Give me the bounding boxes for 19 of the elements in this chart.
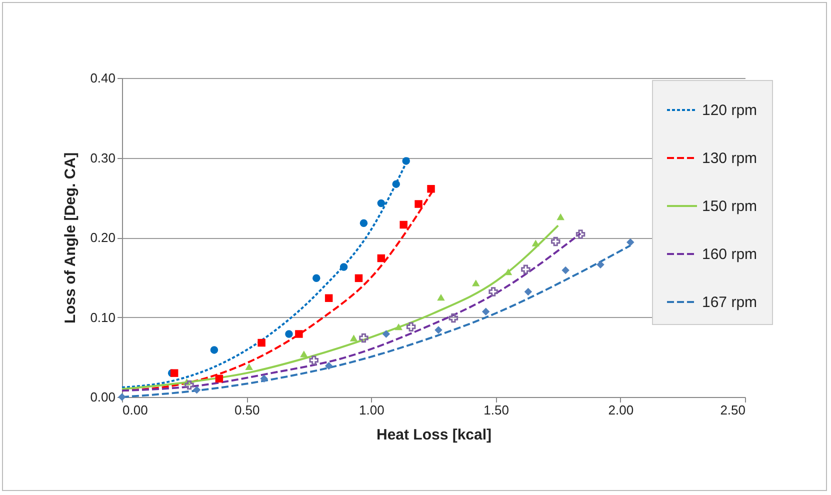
x-tick-label: 2.00 bbox=[608, 402, 634, 418]
line-series bbox=[121, 156, 410, 388]
y-tick-label: 0.10 bbox=[90, 310, 116, 325]
x-axis-title: Heat Loss [kcal] bbox=[376, 426, 492, 444]
legend-label: 160 rpm bbox=[702, 246, 758, 263]
legend-label: 130 rpm bbox=[702, 150, 758, 167]
x-tick-label: 2.50 bbox=[720, 402, 746, 418]
x-tick-label: 0.00 bbox=[122, 402, 148, 418]
y-axis-title: Loss of Angle [Deg. CA] bbox=[62, 152, 80, 324]
y-tick-label: 0.40 bbox=[90, 70, 116, 86]
x-tick-label: 0.50 bbox=[234, 402, 260, 418]
legend-label: 150 rpm bbox=[702, 198, 758, 215]
x-tick-label: 1.50 bbox=[484, 402, 509, 418]
legend-label: 167 rpm bbox=[702, 294, 758, 311]
legend-label: 120 rpm bbox=[702, 102, 758, 119]
y-tick-label: 0.20 bbox=[90, 230, 116, 245]
x-tick-label: 1.00 bbox=[359, 402, 384, 418]
y-tick-label: 0.00 bbox=[90, 390, 116, 404]
y-tick-label: 0.30 bbox=[90, 150, 116, 166]
